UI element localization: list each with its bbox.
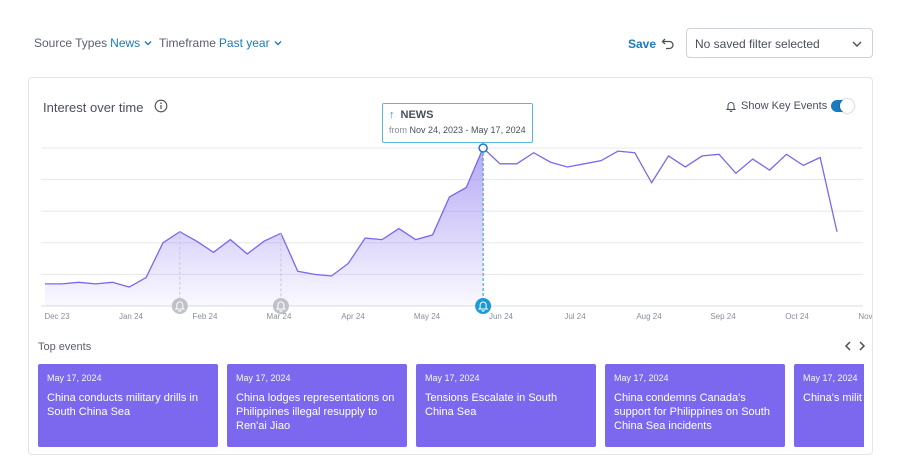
x-tick-label: Jan 24 [119, 312, 144, 321]
key-event-marker-active[interactable] [475, 298, 492, 314]
x-tick-label: Oct 24 [785, 312, 809, 321]
highlight-point[interactable] [478, 143, 488, 153]
timeframe-value: Past year [218, 36, 270, 50]
chevron-down-icon [144, 41, 152, 46]
save-button[interactable]: Save [628, 37, 657, 51]
x-tick-label: Apr 24 [341, 312, 365, 321]
source-types-filter[interactable]: Source Types News [34, 36, 153, 50]
top-events-label: Top events [38, 341, 92, 353]
event-date: May 17, 2024 [47, 373, 102, 383]
chevron-right-icon[interactable] [857, 340, 867, 352]
x-tick-label: Jul 24 [564, 312, 586, 321]
x-tick-label: Aug 24 [636, 312, 662, 321]
x-tick-label: Dec 23 [44, 312, 70, 321]
x-tick-label: May 24 [414, 312, 441, 321]
tooltip-from-label: from [389, 125, 407, 135]
filter-bar: Source Types News Timeframe Past year Sa… [0, 0, 900, 76]
chevron-down-icon [852, 41, 862, 47]
tooltip-range: Nov 24, 2023 - May 17, 2024 [409, 125, 526, 135]
x-tick-label: Nov 24 [858, 312, 873, 321]
x-tick-label: Jun 24 [489, 312, 514, 321]
source-types-label: Source Types [34, 36, 108, 50]
event-headline: China conducts military drills in South … [47, 392, 198, 418]
interest-over-time-card: Interest over time Show Key Events Dec 2… [28, 77, 873, 455]
event-card[interactable]: May 17, 2024 China conducts military dri… [38, 364, 218, 447]
undo-icon[interactable] [660, 35, 676, 51]
event-date: May 17, 2024 [425, 373, 480, 383]
arrow-up-icon: ↑ [389, 109, 395, 121]
chart-tooltip: ↑ NEWS from Nov 24, 2023 - May 17, 2024 [382, 103, 533, 143]
event-headline: China lodges representations on Philippi… [236, 392, 395, 432]
event-date: May 17, 2024 [803, 373, 858, 383]
event-card[interactable]: May 17, 2024 Tensions Escalate in South … [416, 364, 596, 447]
key-event-marker[interactable] [272, 298, 289, 314]
event-headline: China condemns Canada's support for Phil… [614, 392, 770, 432]
chevron-down-icon [274, 41, 282, 46]
x-tick-label: Feb 24 [193, 312, 218, 321]
x-tick-label: Sep 24 [710, 312, 736, 321]
tooltip-series: NEWS [400, 109, 434, 121]
card-title: Interest over time [43, 100, 144, 115]
event-headline: China's milit "illegally" ent waters [803, 392, 864, 404]
top-events-list: May 17, 2024 China conducts military dri… [38, 364, 864, 448]
interest-chart: Dec 23 Jan 24 Feb 24 Mar 24 Apr 24 May 24 Jun … [41, 143, 873, 321]
timeframe-filter[interactable]: Timeframe Past year [159, 36, 283, 50]
key-events-control: Show Key Events [725, 100, 827, 112]
key-events-label: Show Key Events [741, 100, 828, 112]
key-event-marker[interactable] [171, 298, 188, 314]
bell-icon [725, 102, 737, 112]
event-card[interactable]: May 17, 2024 China lodges representation… [227, 364, 407, 447]
event-card[interactable]: May 17, 2024 China's milit "illegally" e… [794, 364, 864, 447]
info-icon[interactable] [154, 99, 168, 113]
saved-filter-value: No saved filter selected [695, 37, 820, 51]
toggle-knob [840, 99, 854, 113]
event-date: May 17, 2024 [614, 373, 669, 383]
chevron-left-icon[interactable] [843, 340, 853, 352]
source-types-value: News [110, 36, 141, 50]
event-date: May 17, 2024 [236, 373, 291, 383]
series-area [45, 148, 484, 306]
key-events-toggle[interactable] [831, 99, 854, 113]
event-headline: Tensions Escalate in South China Sea [425, 392, 558, 418]
x-tick-label: Mar 24 [267, 312, 292, 321]
timeframe-label: Timeframe [159, 36, 216, 50]
series-line [45, 146, 838, 288]
saved-filter-select[interactable]: No saved filter selected [686, 28, 873, 58]
event-card[interactable]: May 17, 2024 China condemns Canada's sup… [605, 364, 785, 447]
